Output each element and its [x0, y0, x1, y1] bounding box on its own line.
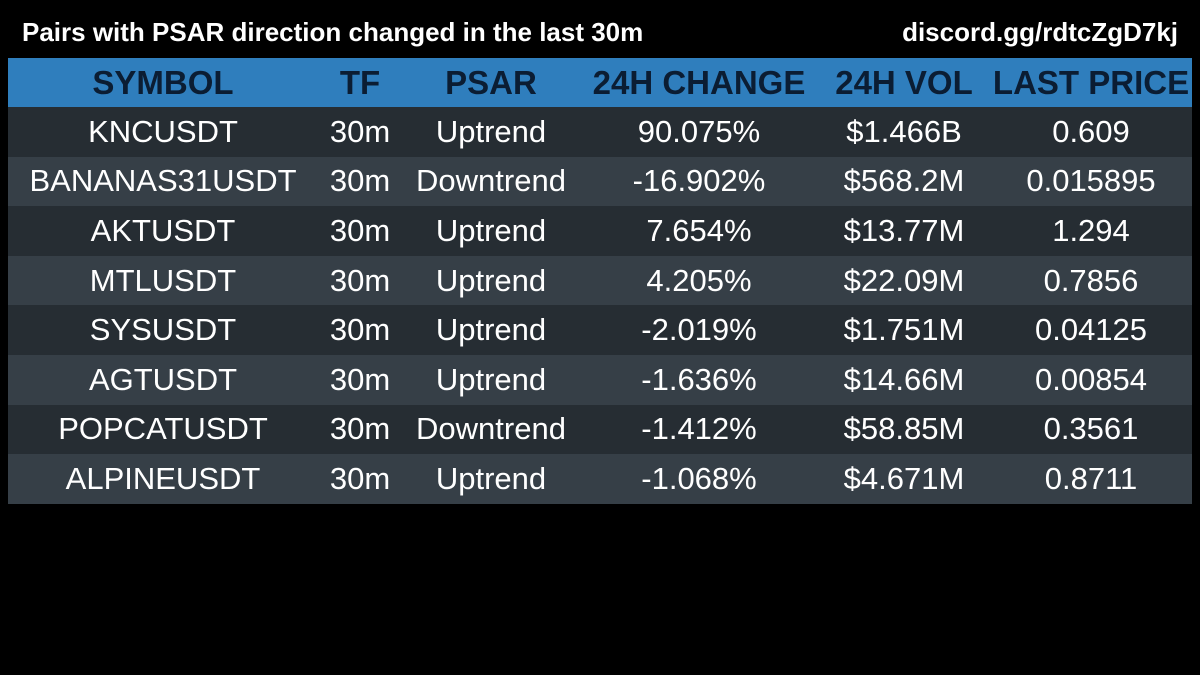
cell-24h-change: -2.019% [641, 312, 757, 348]
cell-24h-vol: $1.466B [846, 113, 962, 149]
column-header-symbol: SYMBOL [92, 63, 234, 101]
table-row: SYSUSDT 30m Uptrend -2.019% $1.751M 0.04125 [8, 305, 1192, 355]
psar-table: SYMBOL TF PSAR 24H CHANGE 24H VOL LAST P… [8, 58, 1192, 504]
cell-24h-vol: $1.751M [843, 312, 965, 348]
cell-psar: Uptrend [435, 262, 547, 298]
cell-24h-change: 90.075% [637, 113, 761, 149]
cell-symbol: BANANAS31USDT [29, 163, 297, 199]
column-header-psar: PSAR [445, 63, 537, 101]
table-row: MTLUSDT 30m Uptrend 4.205% $22.09M 0.7856 [8, 255, 1192, 306]
table-row: KNCUSDT 30m Uptrend 90.075% $1.466B 0.609 [8, 107, 1192, 157]
cell-tf: 30m [329, 411, 391, 447]
cell-psar: Downtrend [416, 163, 566, 199]
cell-tf: 30m [329, 163, 391, 199]
cell-24h-change: -1.412% [641, 411, 757, 447]
table-header-row: SYMBOL TF PSAR 24H CHANGE 24H VOL LAST P… [8, 58, 1192, 107]
cell-symbol: MTLUSDT [89, 262, 237, 298]
column-header-24h-vol: 24H VOL [835, 63, 973, 101]
cell-psar: Uptrend [435, 113, 547, 149]
cell-last-price: 0.015895 [1026, 163, 1156, 199]
cell-symbol: AKTUSDT [90, 212, 236, 248]
cell-tf: 30m [329, 262, 391, 298]
cell-symbol: ALPINEUSDT [65, 460, 261, 496]
cell-symbol: POPCATUSDT [58, 411, 268, 447]
cell-psar: Uptrend [435, 460, 547, 496]
cell-24h-vol: $568.2M [843, 163, 965, 199]
cell-last-price: 1.294 [1052, 212, 1130, 248]
table-row: AKTUSDT 30m Uptrend 7.654% $13.77M 1.294 [8, 206, 1192, 256]
cell-24h-vol: $58.85M [843, 411, 965, 447]
cell-last-price: 0.7856 [1043, 262, 1139, 298]
table-row: ALPINEUSDT 30m Uptrend -1.068% $4.671M 0.8711 [8, 454, 1192, 504]
cell-24h-vol: $22.09M [843, 262, 965, 298]
cell-tf: 30m [329, 113, 391, 149]
cell-tf: 30m [329, 361, 391, 397]
cell-24h-vol: $4.671M [843, 460, 965, 496]
column-header-24h-change: 24H CHANGE [592, 63, 806, 101]
table-body: KNCUSDT 30m Uptrend 90.075% $1.466B 0.609 BANA… [8, 107, 1192, 504]
cell-last-price: 0.8711 [1044, 460, 1138, 496]
table-row: AGTUSDT 30m Uptrend -1.636% $14.66M 0.00854 [8, 354, 1192, 405]
cell-24h-vol: $14.66M [843, 361, 965, 397]
column-header-last-price: LAST PRICE [992, 63, 1190, 101]
page-header: Pairs with PSAR direction changed in the… [0, 0, 1200, 60]
cell-tf: 30m [329, 212, 391, 248]
cell-last-price: 0.3561 [1043, 411, 1139, 447]
cell-psar: Uptrend [435, 312, 547, 348]
psar-table-container: SYMBOL TF PSAR 24H CHANGE 24H VOL LAST P… [8, 58, 1192, 504]
cell-psar: Uptrend [435, 361, 547, 397]
column-header-tf: TF [339, 63, 381, 101]
cell-psar: Downtrend [416, 411, 566, 447]
discord-link[interactable]: discord.gg/rdtcZgD7kj [902, 17, 1178, 47]
table-row: POPCATUSDT 30m Downtrend -1.412% $58.85M 0.35… [8, 404, 1192, 455]
page-title: Pairs with PSAR direction changed in the… [22, 17, 644, 47]
cell-24h-vol: $13.77M [843, 212, 965, 248]
cell-24h-change: -1.068% [641, 460, 757, 496]
cell-24h-change: 7.654% [646, 212, 752, 248]
cell-last-price: 0.00854 [1034, 361, 1148, 397]
cell-24h-change: -1.636% [641, 361, 757, 397]
cell-symbol: AGTUSDT [88, 361, 238, 397]
cell-symbol: KNCUSDT [88, 113, 238, 149]
table-header: SYMBOL TF PSAR 24H CHANGE 24H VOL LAST P… [8, 58, 1192, 107]
cell-tf: 30m [329, 312, 391, 348]
table-row: BANANAS31USDT 30m Downtrend -16.902% $568.2M… [8, 156, 1192, 207]
cell-tf: 30m [329, 460, 391, 496]
cell-24h-change: -16.902% [632, 163, 766, 199]
cell-psar: Uptrend [435, 212, 547, 248]
cell-symbol: SYSUSDT [89, 312, 237, 348]
cell-last-price: 0.04125 [1034, 312, 1148, 348]
cell-last-price: 0.609 [1052, 113, 1130, 149]
cell-24h-change: 4.205% [646, 262, 752, 298]
